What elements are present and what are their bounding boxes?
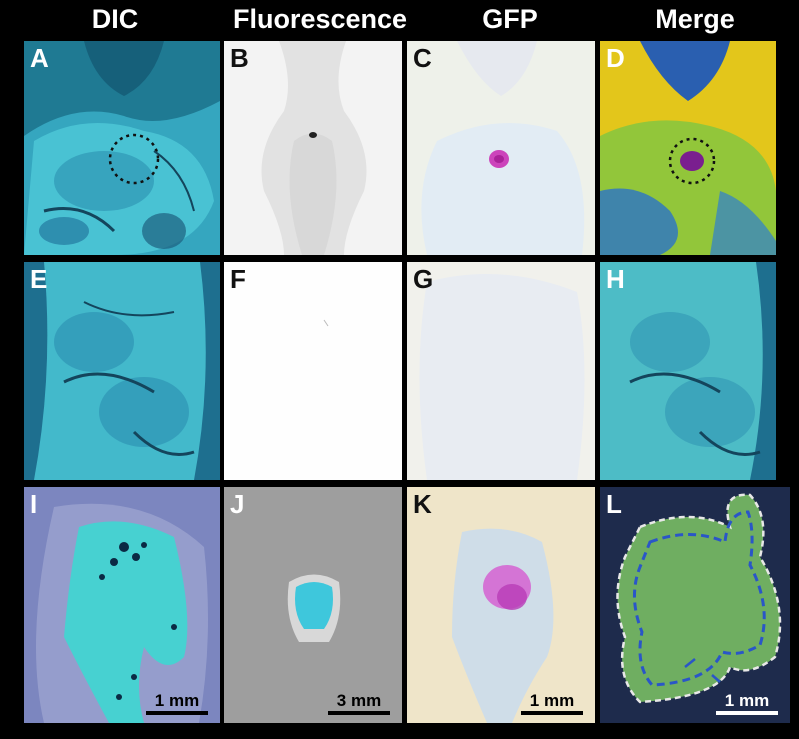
panel-label-k: K xyxy=(413,489,432,519)
panel-e-image xyxy=(24,262,220,480)
panel-label-f: F xyxy=(230,264,246,294)
scale-bar-k: 1 mm xyxy=(521,691,583,715)
scale-bar-l: 1 mm xyxy=(716,691,778,715)
panel-f-fluorescence: F xyxy=(224,262,402,480)
panel-f-image xyxy=(224,262,402,480)
panel-g-gfp: G xyxy=(407,262,595,480)
scale-bar-j-line xyxy=(328,711,390,715)
panel-label-h: H xyxy=(606,264,625,294)
panel-label-e: E xyxy=(30,264,48,294)
panel-label-l: L xyxy=(606,489,622,519)
scale-bar-i-line xyxy=(146,711,208,715)
panel-label-c: C xyxy=(413,43,432,73)
panel-j-image xyxy=(224,487,402,723)
panel-d-image xyxy=(600,41,776,255)
scale-bar-k-text: 1 mm xyxy=(529,691,575,710)
panel-i-dic: I 1 mm xyxy=(24,487,220,723)
scale-bar-l-line xyxy=(716,711,778,715)
panel-j-fluorescence: J 3 mm xyxy=(224,487,402,723)
scale-bar-j: 3 mm xyxy=(328,691,390,715)
panel-h-image xyxy=(600,262,776,480)
panel-b-fluorescence: B xyxy=(224,41,402,255)
panel-g-image xyxy=(407,262,595,480)
column-header-merge: Merge xyxy=(655,4,735,34)
panel-e-dic: E xyxy=(24,262,220,480)
panel-label-j: J xyxy=(230,489,245,519)
panel-label-i: I xyxy=(30,489,38,519)
panel-k-gfp: K 1 mm xyxy=(407,487,595,723)
panel-h-merge: H xyxy=(600,262,776,480)
panel-d-merge: D xyxy=(600,41,776,255)
panel-label-a: A xyxy=(30,43,49,73)
scale-bar-j-text: 3 mm xyxy=(336,691,382,710)
panel-label-b: B xyxy=(230,43,249,73)
panel-c-gfp: C xyxy=(407,41,595,255)
scale-bar-l-text: 1 mm xyxy=(724,691,770,710)
panel-k-image xyxy=(407,487,595,723)
column-header-fluorescence: Fluorescence xyxy=(232,4,408,34)
scale-bar-k-line xyxy=(521,711,583,715)
panel-c-image xyxy=(407,41,595,255)
scale-bar-i: 1 mm xyxy=(146,691,208,715)
panel-label-d: D xyxy=(606,43,625,73)
panel-b-image xyxy=(224,41,402,255)
panel-a-image xyxy=(24,41,220,255)
column-header-dic: DIC xyxy=(91,4,139,34)
panel-l-merge: L 1 mm xyxy=(600,487,790,723)
panel-i-image xyxy=(24,487,220,723)
panel-a-dic: A xyxy=(24,41,220,255)
panel-label-g: G xyxy=(413,264,434,294)
column-header-gfp: GFP xyxy=(482,4,538,34)
panel-l-image xyxy=(600,487,790,723)
scale-bar-i-text: 1 mm xyxy=(154,691,200,710)
